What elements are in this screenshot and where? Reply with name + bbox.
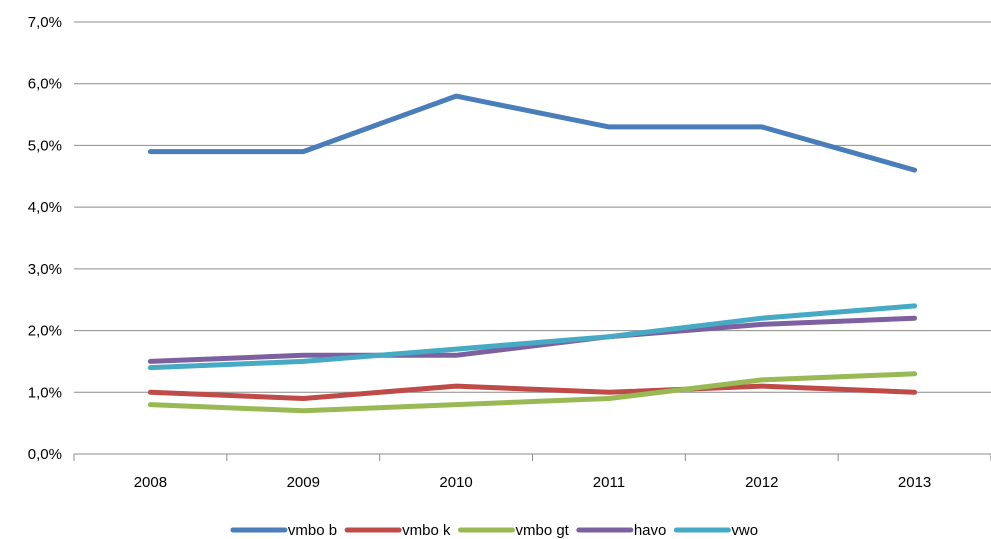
legend-item: vmbo gt	[457, 522, 570, 539]
series-line-vmbo-gt	[147, 371, 918, 414]
legend-label: vwo	[731, 522, 758, 539]
y-tick-label: 5,0%	[28, 137, 62, 154]
y-tick-label: 4,0%	[28, 199, 62, 216]
gridlines	[74, 21, 991, 393]
x-tick-label: 2010	[439, 474, 472, 491]
x-tick-label: 2012	[745, 474, 778, 491]
legend-label: vmbo k	[402, 522, 451, 539]
y-tick-label: 3,0%	[28, 261, 62, 278]
series-line-vmbo-b	[147, 93, 918, 173]
legend-label: havo	[634, 522, 667, 539]
legend-label: vmbo b	[288, 522, 337, 539]
y-tick-label: 7,0%	[28, 14, 62, 31]
legend-item: vmbo k	[344, 522, 451, 539]
legend: vmbo b vmbo k vmbo gt havo vwo	[230, 522, 758, 539]
y-tick-label: 1,0%	[28, 384, 62, 401]
x-axis-tick-labels: 2008 2009 2010 2011 2012 2013	[134, 474, 932, 491]
legend-item: havo	[576, 522, 667, 539]
x-tick-label: 2013	[898, 474, 931, 491]
series-line-havo	[147, 315, 918, 364]
series-line-vwo	[147, 303, 918, 371]
x-tick-label: 2009	[287, 474, 320, 491]
x-tick-label: 2011	[593, 474, 625, 491]
y-tick-label: 6,0%	[28, 76, 62, 93]
series-line-vmbo-k	[147, 383, 918, 401]
x-tick-label: 2008	[134, 474, 167, 491]
y-tick-label: 2,0%	[28, 323, 62, 340]
legend-item: vmbo b	[230, 522, 337, 539]
x-axis	[73, 453, 991, 461]
y-axis-tick-labels: 0,0% 1,0% 2,0% 3,0% 4,0% 5,0% 6,0% 7,0%	[28, 14, 62, 463]
legend-item: vwo	[673, 522, 758, 539]
legend-label: vmbo gt	[515, 522, 569, 539]
y-tick-label: 0,0%	[28, 446, 62, 463]
series-lines	[147, 93, 918, 414]
